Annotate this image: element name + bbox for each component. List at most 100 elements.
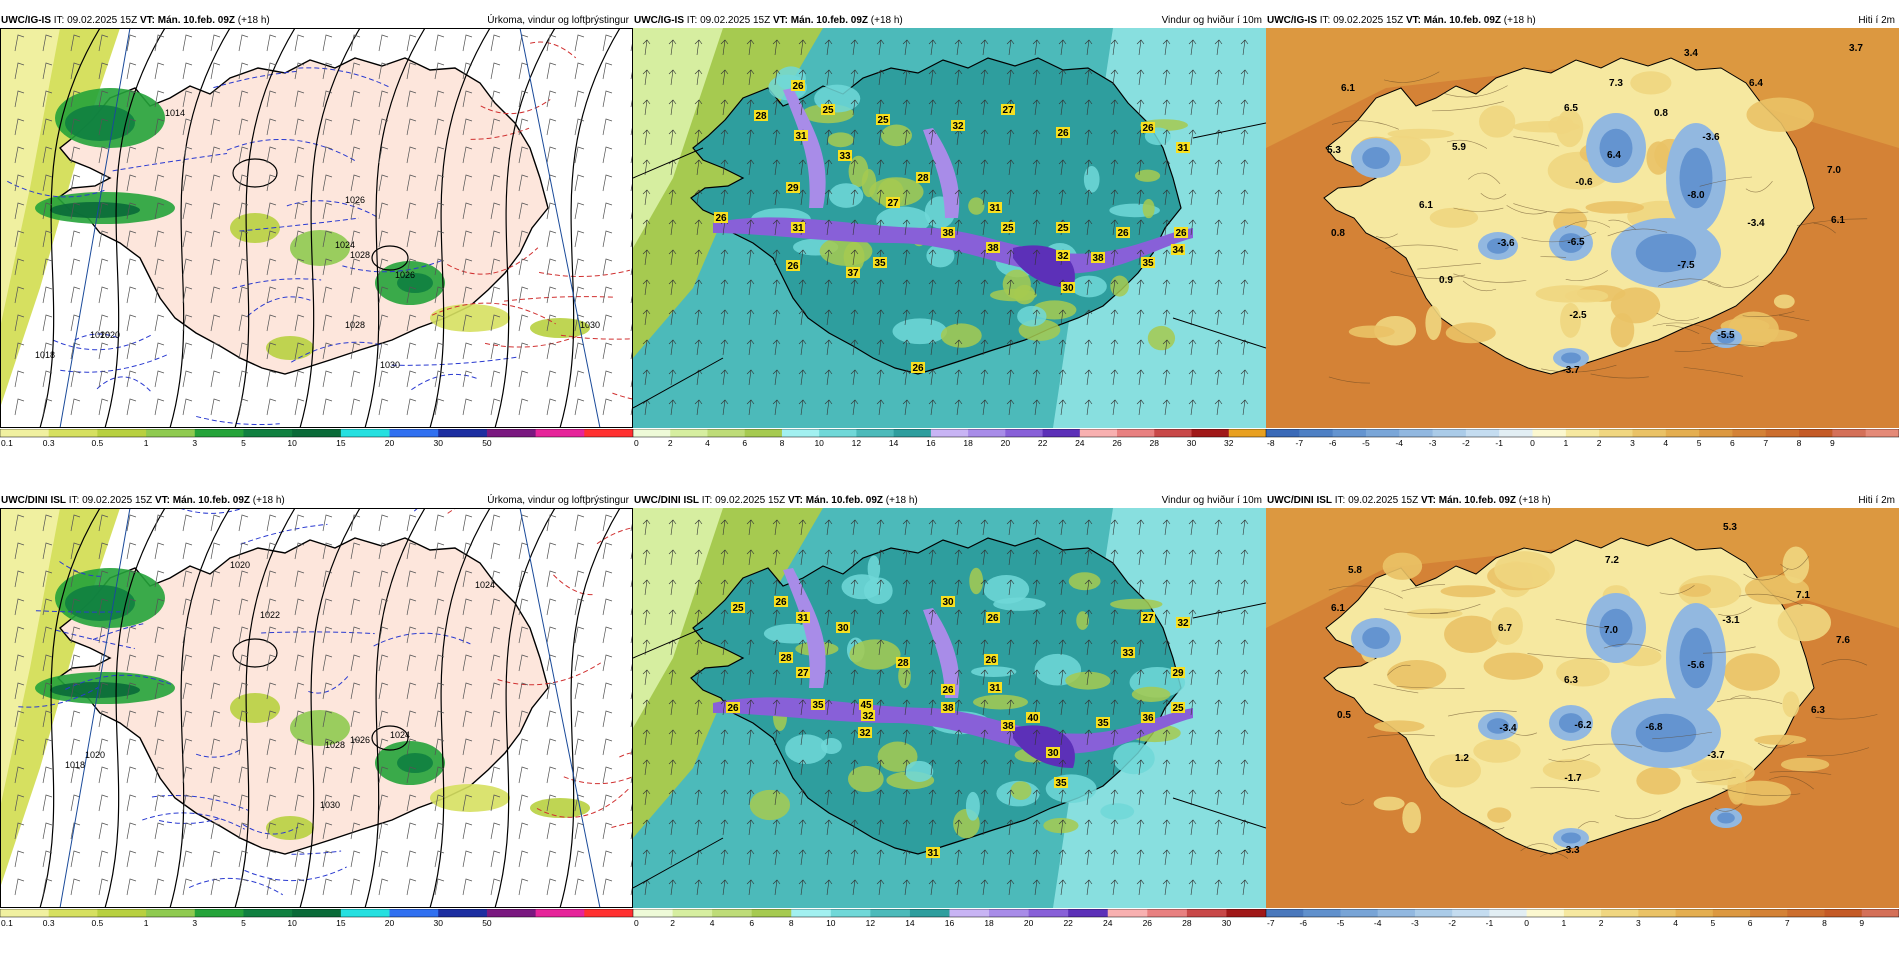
wind-barb [490,570,501,588]
wind-arrow [1058,309,1067,326]
wind-barb [378,878,389,896]
isobar-label: 1018 [35,350,55,360]
temp-contour [1373,683,1419,694]
wind-barb [126,398,137,416]
wind-arrow [720,189,729,206]
wind-barb [350,342,361,360]
colorbar-swatch [1787,909,1826,917]
wind-barb [98,682,109,700]
wind-barb [98,822,109,840]
wind-arrow [798,579,807,596]
wind-barb [602,738,613,756]
cold-area [1558,713,1584,733]
colorbar-swatch [1832,429,1867,437]
wind-arrow [642,99,651,116]
wind-arrow [980,759,989,776]
colorbar-tick-label: 0.5 [91,438,103,447]
wind-barb [238,514,249,532]
wind-barb [126,314,137,332]
wind-barb [434,850,445,868]
colorbar-tick-label: 8 [780,438,785,447]
colorbar-tick-label: -3 [1429,438,1437,447]
wind-arrow [642,369,651,386]
wind-barb [294,682,305,700]
wind-barb [434,314,445,332]
wind-barb [574,314,585,332]
colorbar-tick-label: 10 [826,918,836,927]
header-it-label: IT: [53,15,65,26]
wind-barb [126,738,137,756]
wind-arrow [668,849,677,866]
colorbar-tick-label: 7 [1785,918,1790,927]
gust-label: 35 [812,700,824,711]
wind-barb [518,738,529,756]
wind-arrow [824,129,833,146]
temp-label: 6.1 [1341,83,1355,94]
gust-label-box [794,130,808,141]
wind-arrow [1188,69,1197,86]
wind-arrow [876,549,885,566]
header-model: UWC/DINI ISL [1267,495,1332,506]
wind-barb [154,822,165,840]
wind-arrow [720,819,729,836]
wind-barb [518,258,529,276]
colorbar-tick-label: 20 [1001,438,1011,447]
wind-barb [14,370,25,388]
wind-arrow [1084,99,1093,116]
gust-label: 31 [989,683,1001,694]
wind-barb [602,230,613,248]
temp-isoline [60,353,170,373]
wind-barb [182,710,193,728]
colorbar-swatch [1632,429,1667,437]
wind-arrow [642,819,651,836]
wind-barb [70,314,81,332]
wind-arrow [876,579,885,596]
temp-label: 0.8 [1654,108,1668,119]
temp-area [1429,754,1482,788]
colorbar-swatch [672,909,713,917]
wind-area [749,789,791,821]
temp-isoline [213,70,300,89]
wind-arrow [798,369,807,386]
wind-arrow [902,639,911,656]
temp-contour [1530,787,1600,792]
wind-barb [434,542,445,560]
wind-barb [70,514,81,532]
colorbar-tick-label: -6 [1299,918,1307,927]
wind-arrow [1084,69,1093,86]
temp-isoline [261,631,375,635]
wind-barb [406,794,417,812]
wind-arrow [746,879,755,896]
gust-label: 31 [927,848,939,859]
wind-barb [98,202,109,220]
wind-barb [602,878,613,896]
colorbar-tick-label: -1 [1495,438,1503,447]
isobar [364,508,426,908]
colorbar-swatch [1432,429,1467,437]
wind-arrow [1240,849,1249,866]
wind-arrow [746,579,755,596]
wind-arrow [1110,729,1119,746]
wind-arrow [824,849,833,866]
wind-barb [98,34,109,52]
temp-contour [1446,139,1488,149]
wind-barb [126,286,137,304]
wind-barb [406,258,417,276]
colorbar-swatch [1765,429,1800,437]
wind-arrow [1162,729,1171,746]
wind-arrow [1162,339,1171,356]
wind-arrow [798,279,807,296]
wind-barb [266,174,277,192]
colorbar-tick-label: 0.3 [43,918,55,927]
wind-barb [14,794,25,812]
wind-arrow [668,39,677,56]
wind-arrow [824,219,833,236]
wind-barb [126,514,137,532]
wind-barb [490,654,501,672]
wind-arrow [1084,579,1093,596]
wind-barb [546,146,557,164]
wind-arrow [1240,219,1249,236]
wind-arrow [954,579,963,596]
colorbar-tick-label: 15 [336,438,346,447]
temp-contour [1796,218,1868,226]
